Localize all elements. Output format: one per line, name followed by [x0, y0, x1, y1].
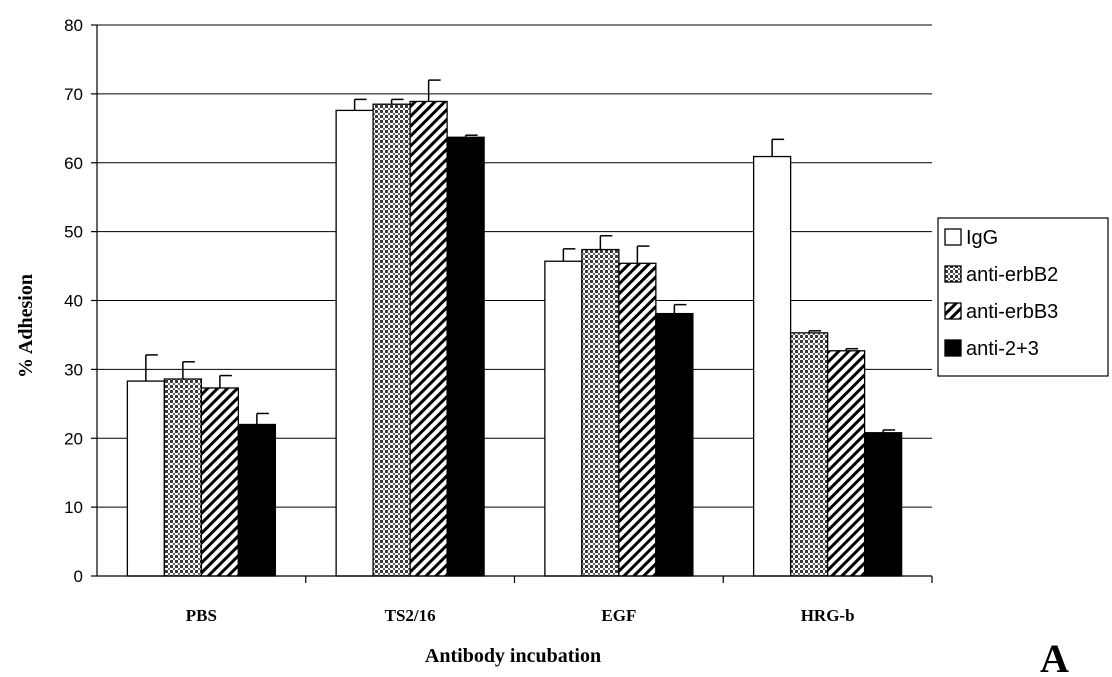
legend-box [937, 217, 1109, 377]
x-tick-label: PBS [186, 606, 217, 625]
x-tick-label: HRG-b [801, 606, 855, 625]
legend-swatch [944, 265, 962, 283]
legend-swatch [944, 302, 962, 320]
legend-label: IgG [966, 227, 998, 249]
panel-label: A [1040, 636, 1069, 677]
bar-anti-2+3-TS2/16 [446, 136, 485, 577]
bar-anti-erbB2-HRG-b [789, 332, 829, 577]
y-axis-title: % Adhesion [15, 274, 37, 378]
bar-anti-erbB2-TS2/16 [372, 103, 411, 577]
bar-IgG-HRG-b [752, 155, 792, 577]
bar-anti-erbB3-PBS [200, 387, 240, 577]
y-tick-label: 40 [64, 292, 83, 311]
legend-label: anti-erbB2 [966, 264, 1058, 286]
y-tick-labels: 0 10 20 30 40 50 60 70 80 [64, 16, 97, 586]
bar-anti-2+3-EGF [655, 312, 694, 577]
bar-IgG-EGF [544, 260, 583, 577]
bars [126, 100, 903, 577]
bar-anti-erbB3-HRG-b [826, 350, 866, 577]
bar-IgG-TS2/16 [335, 109, 374, 577]
bar-anti-erbB2-PBS [163, 378, 203, 577]
x-tick-label: TS2/16 [385, 606, 436, 625]
x-tick-label: EGF [601, 606, 636, 625]
y-tick-label: 0 [74, 567, 83, 586]
error-bars [145, 79, 896, 433]
legend: IgG anti-erbB2 anti-erbB3 anti-2+3 [937, 217, 1109, 377]
x-tick-labels: PBS TS2/16 EGF HRG-b [186, 576, 933, 625]
legend-swatch [944, 339, 962, 357]
y-tick-label: 80 [64, 16, 83, 35]
x-axis-title: Antibody incubation [425, 645, 601, 667]
legend-label: anti-2+3 [966, 338, 1039, 360]
bar-anti-erbB2-EGF [581, 248, 620, 577]
y-tick-label: 30 [64, 360, 83, 379]
bar-anti-2+3-PBS [237, 423, 277, 577]
y-tick-label: 70 [64, 85, 83, 104]
bar-anti-erbB3-EGF [618, 262, 657, 577]
bar-IgG-PBS [126, 380, 166, 577]
legend-label: anti-erbB3 [966, 301, 1058, 323]
y-tick-label: 10 [64, 498, 83, 517]
y-tick-label: 50 [64, 223, 83, 242]
legend-swatch [944, 228, 962, 246]
bar-anti-erbB3-TS2/16 [409, 100, 448, 577]
y-tick-label: 20 [64, 429, 83, 448]
y-tick-label: 60 [64, 154, 83, 173]
bar-anti-2+3-HRG-b [863, 432, 903, 577]
